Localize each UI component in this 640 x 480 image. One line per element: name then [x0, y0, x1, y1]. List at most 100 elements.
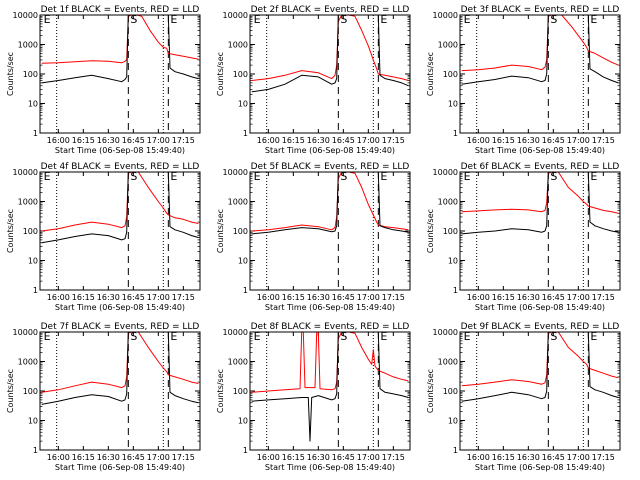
- panel-title: Det 3f BLACK = Events, RED = LLD: [461, 5, 620, 15]
- series-lld-line: [461, 15, 619, 72]
- x-tick-label: 16:00: [467, 136, 490, 145]
- panel-title: Det 7f BLACK = Events, RED = LLD: [41, 322, 200, 332]
- series-lld-line: [461, 332, 619, 387]
- y-tick-label: 100: [23, 70, 38, 79]
- x-tick-label: 17:15: [172, 453, 195, 462]
- x-tick-label: 16:00: [47, 453, 70, 462]
- y-tick-label: 100: [233, 227, 248, 236]
- marker-label: S: [130, 13, 137, 26]
- x-tick-label: 16:30: [517, 453, 540, 462]
- x-tick-label: 16:45: [332, 293, 355, 302]
- marker-label: E: [44, 330, 51, 343]
- x-tick-label: 16:30: [517, 293, 540, 302]
- y-tick-label: 1: [453, 446, 458, 455]
- x-tick-label: 16:15: [492, 136, 515, 145]
- series-group: [461, 172, 619, 235]
- x-tick-label: 16:00: [257, 293, 280, 302]
- y-tick-label: 1000: [228, 358, 248, 367]
- plot-frame: [249, 331, 411, 451]
- plot-frame: [459, 171, 621, 291]
- series-group: [41, 332, 199, 405]
- x-tick-label: 17:00: [567, 136, 590, 145]
- y-tick-label: 1000: [18, 358, 38, 367]
- x-tick-label: 16:15: [492, 293, 515, 302]
- y-tick-label: 100: [443, 387, 458, 396]
- y-tick-label: 10000: [13, 11, 38, 20]
- x-tick-label: 16:30: [307, 453, 330, 462]
- marker-label: S: [340, 13, 347, 26]
- y-tick-label: 1: [243, 129, 248, 138]
- y-tick-label: 10000: [13, 168, 38, 177]
- marker-label: E: [170, 330, 177, 343]
- x-axis-label: Start Time (06-Sep-08 15:49:40): [475, 463, 605, 472]
- x-tick-label: 17:00: [567, 293, 590, 302]
- y-axis-label: Counts/sec: [426, 209, 435, 253]
- marker-label: E: [464, 330, 471, 343]
- x-tick-label: 16:45: [542, 293, 565, 302]
- y-tick-label: 10: [28, 417, 38, 426]
- x-tick-label: 16:00: [467, 293, 490, 302]
- y-tick-label: 1: [33, 286, 38, 295]
- y-tick-label: 100: [233, 387, 248, 396]
- x-tick-label: 16:30: [97, 453, 120, 462]
- y-tick-label: 1: [453, 129, 458, 138]
- y-tick-label: 100: [23, 227, 38, 236]
- x-tick-label: 17:15: [592, 293, 615, 302]
- x-tick-label: 16:00: [257, 136, 280, 145]
- x-tick-label: 17:15: [382, 293, 405, 302]
- series-events-line: [41, 332, 199, 405]
- plot-frame: [39, 171, 201, 291]
- series-lld-line: [461, 172, 619, 214]
- x-tick-label: 16:45: [542, 453, 565, 462]
- series-events-line: [461, 15, 619, 85]
- y-tick-label: 10000: [433, 11, 458, 20]
- y-axis-label: Counts/sec: [6, 369, 15, 413]
- marker-label: E: [254, 13, 261, 26]
- panel-title: Det 6f BLACK = Events, RED = LLD: [461, 162, 620, 172]
- x-tick-label: 16:15: [282, 293, 305, 302]
- y-axis-label: Counts/sec: [426, 52, 435, 96]
- series-group: [461, 332, 619, 402]
- x-tick-label: 17:15: [172, 293, 195, 302]
- y-tick-label: 1000: [18, 198, 38, 207]
- y-axis-label: Counts/sec: [6, 209, 15, 253]
- x-tick-label: 16:15: [72, 293, 95, 302]
- y-tick-label: 10: [448, 417, 458, 426]
- x-tick-label: 17:15: [382, 136, 405, 145]
- series-events-line: [461, 172, 619, 235]
- y-tick-label: 1000: [228, 41, 248, 50]
- y-tick-label: 10: [28, 100, 38, 109]
- marker-label: E: [380, 170, 387, 183]
- x-tick-label: 17:00: [357, 293, 380, 302]
- x-tick-label: 16:00: [257, 453, 280, 462]
- plot-frame: [249, 171, 411, 291]
- panel-title: Det 2f BLACK = Events, RED = LLD: [251, 5, 410, 15]
- y-tick-label: 10000: [223, 11, 248, 20]
- y-tick-label: 10: [448, 100, 458, 109]
- y-tick-label: 100: [443, 70, 458, 79]
- series-events-line: [41, 172, 199, 244]
- y-tick-label: 1000: [438, 41, 458, 50]
- x-tick-label: 17:00: [357, 453, 380, 462]
- series-lld-line: [41, 15, 199, 64]
- series-group: [251, 15, 409, 93]
- panel-title: Det 9f BLACK = Events, RED = LLD: [461, 322, 620, 332]
- x-tick-label: 16:45: [332, 453, 355, 462]
- marker-label: S: [550, 13, 557, 26]
- y-tick-label: 10: [238, 257, 248, 266]
- y-axis-label: Counts/sec: [6, 52, 15, 96]
- x-tick-label: 16:15: [282, 136, 305, 145]
- y-tick-label: 100: [23, 387, 38, 396]
- y-tick-label: 1000: [18, 41, 38, 50]
- marker-label: E: [254, 330, 261, 343]
- marker-label: S: [340, 330, 347, 343]
- x-tick-label: 16:30: [307, 293, 330, 302]
- y-tick-label: 10000: [433, 328, 458, 337]
- marker-label: S: [340, 170, 347, 183]
- marker-label: E: [254, 170, 261, 183]
- y-tick-label: 1000: [438, 358, 458, 367]
- panel-3: Det 3f BLACK = Events, RED = LLD 16:00 16:…: [426, 5, 621, 155]
